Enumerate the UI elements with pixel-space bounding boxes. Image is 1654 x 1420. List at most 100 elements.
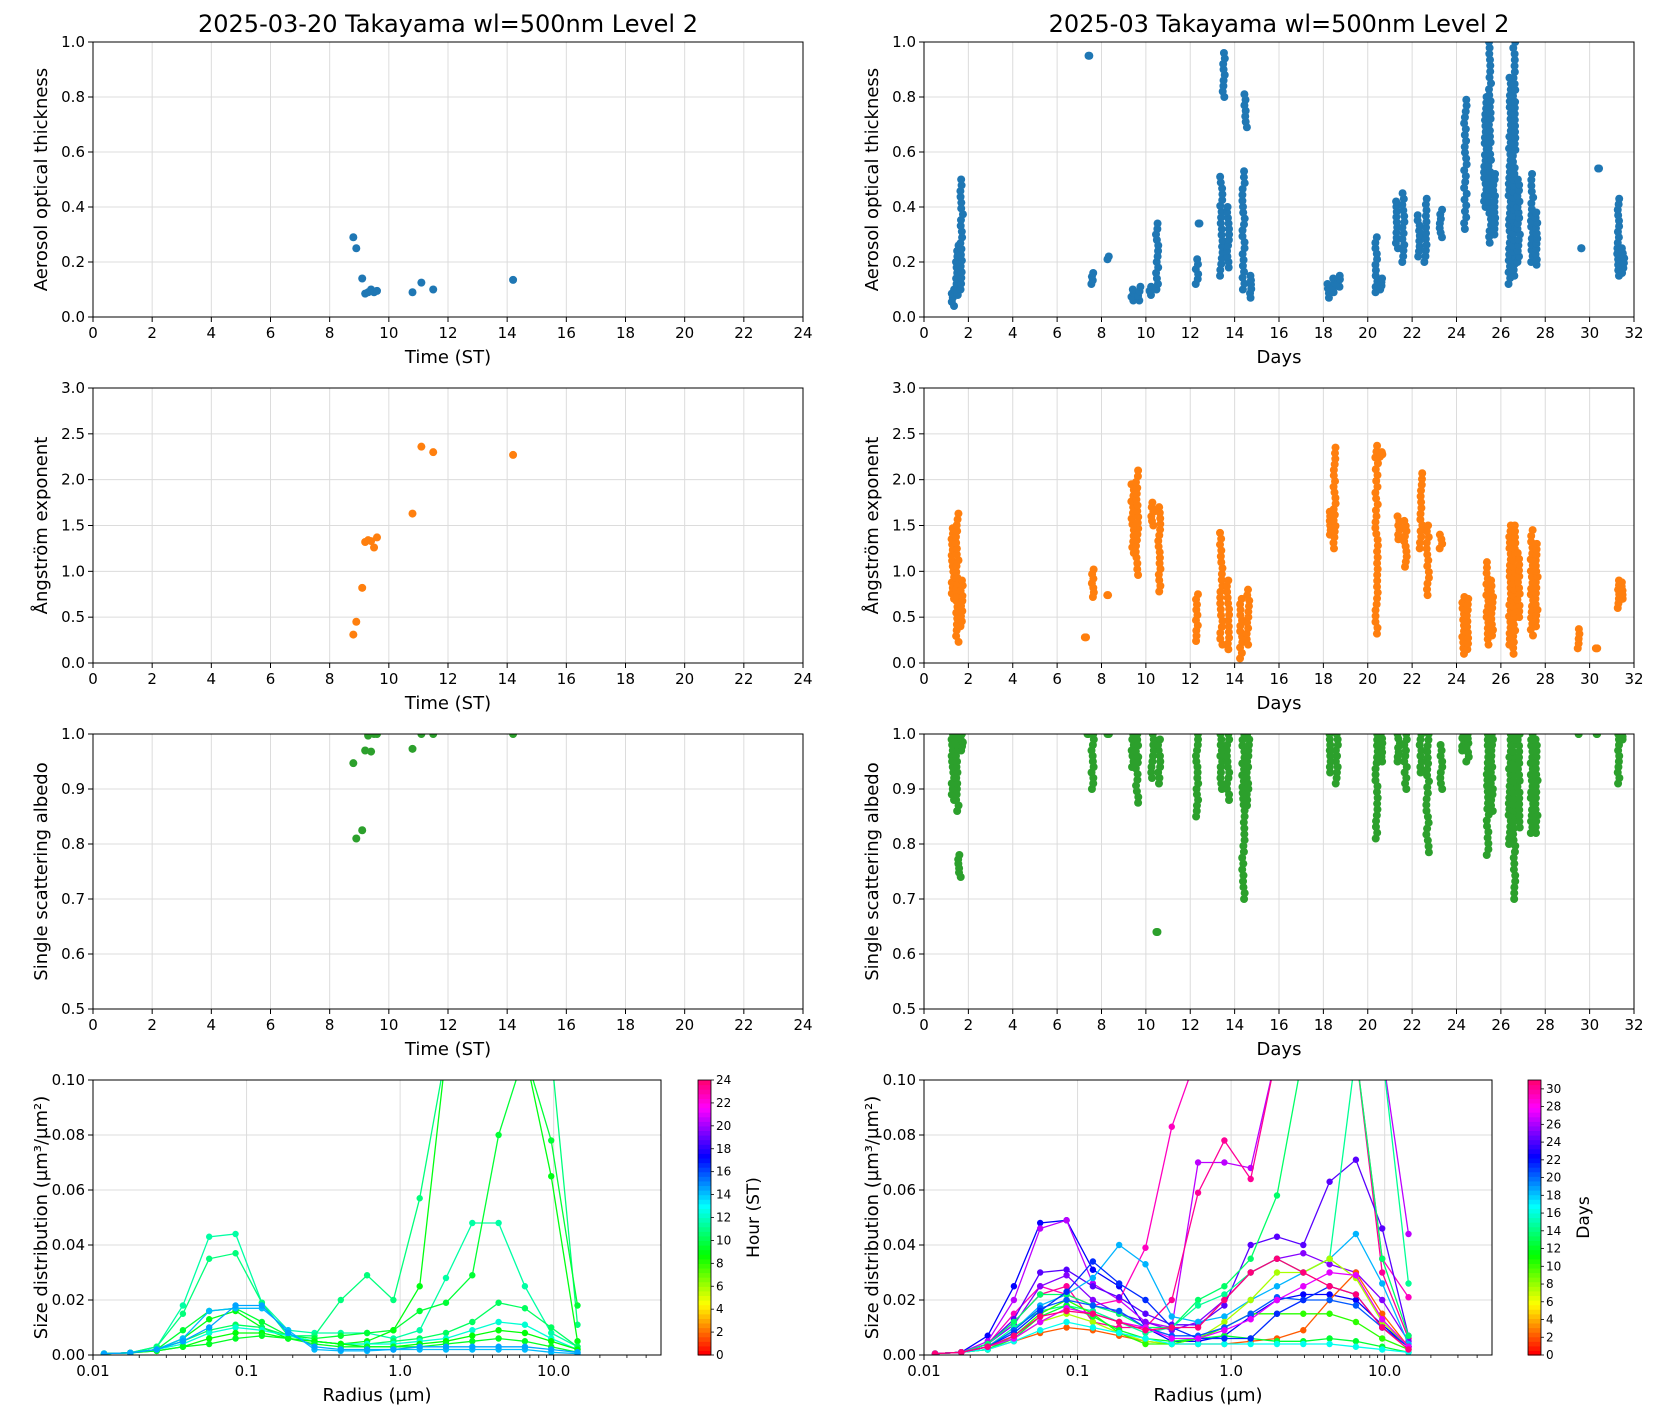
series-point — [1063, 1283, 1070, 1290]
series-point — [1036, 1219, 1044, 1227]
colorbar-segment — [698, 1194, 711, 1200]
series-point — [442, 1274, 450, 1282]
series-point — [205, 1340, 213, 1348]
series-point — [1194, 1335, 1202, 1342]
data-point — [1424, 848, 1433, 857]
x-tick-label: 10 — [379, 324, 398, 342]
series-point — [1010, 1296, 1018, 1304]
data-point — [1485, 73, 1494, 82]
series-point — [311, 1343, 318, 1350]
x-tick-label: 4 — [1008, 670, 1018, 688]
series-point — [1326, 1269, 1333, 1276]
series-point — [127, 1349, 134, 1355]
data-point — [373, 533, 381, 542]
data-point — [417, 278, 426, 287]
x-tick-label: 6 — [266, 670, 276, 688]
series-line — [934, 1080, 1410, 1355]
series-point — [284, 1335, 292, 1342]
data-point — [1421, 212, 1430, 220]
series-point — [1326, 1291, 1333, 1298]
y-tick-label: 0.6 — [892, 143, 916, 161]
colorbar-segment — [1528, 1235, 1541, 1242]
x-tick-label: 12 — [1181, 670, 1200, 688]
data-point — [957, 204, 966, 213]
data-point — [373, 734, 381, 738]
colorbar-segment — [698, 1322, 711, 1329]
series-point — [1300, 1296, 1307, 1304]
data-point — [1423, 585, 1432, 594]
colorbar-segment — [698, 1309, 711, 1315]
colorbar-label: Hour (ST) — [744, 1177, 764, 1258]
data-point — [957, 279, 966, 288]
data-point — [1515, 747, 1524, 756]
x-tick-label: 14 — [498, 324, 517, 342]
series-point — [574, 1349, 581, 1355]
data-point — [1504, 256, 1513, 265]
data-point — [1511, 127, 1520, 136]
data-point — [1490, 230, 1499, 239]
data-point — [1510, 859, 1519, 868]
series-point — [1353, 1049, 1359, 1055]
data-point — [1532, 539, 1541, 548]
series-point — [1379, 1346, 1386, 1353]
data-point — [367, 747, 376, 756]
data-point — [1510, 521, 1519, 530]
data-point — [1376, 734, 1385, 738]
series-point — [1379, 1269, 1386, 1276]
colorbar-segment — [1528, 1162, 1541, 1168]
colorbar-segment — [1528, 1240, 1541, 1246]
data-point — [1392, 197, 1401, 206]
y-tick-label: 1.0 — [61, 33, 85, 51]
colorbar-segment — [1528, 1332, 1541, 1338]
data-point — [1532, 788, 1541, 797]
x-axis-label: Days — [1257, 1039, 1302, 1060]
series-point — [232, 1324, 239, 1331]
data-point — [956, 250, 965, 259]
chart-title: 2025-03 Takayama wl=500nm Level 2 — [1049, 10, 1510, 38]
series-point — [363, 1346, 371, 1353]
series-point — [1300, 1291, 1307, 1298]
data-point — [1509, 836, 1518, 845]
data-point — [1532, 753, 1541, 762]
y-tick-label: 0.02 — [52, 1291, 85, 1309]
data-point — [1240, 836, 1249, 845]
data-point — [956, 221, 965, 230]
series-point — [495, 1049, 501, 1055]
data-point — [1423, 741, 1432, 750]
colorbar-segment — [698, 1199, 711, 1205]
data-point — [408, 288, 417, 297]
data-point — [952, 550, 961, 559]
x-tick-label: 0.1 — [235, 1362, 259, 1380]
series-point — [337, 1296, 344, 1304]
series-point — [1115, 1294, 1123, 1301]
series-point — [179, 1343, 187, 1350]
y-axis-label: Ångström exponent — [861, 437, 883, 615]
data-point — [1511, 42, 1520, 46]
chart-monthly_ang: 0 2 4 6 8 10 12 14 16 18 20 22 24 26 28 30 320.00.51.01.… — [861, 379, 1644, 714]
series-point — [469, 1338, 476, 1345]
y-tick-label: 1.0 — [61, 562, 85, 580]
data-point — [1148, 498, 1157, 507]
series-point — [179, 1327, 187, 1334]
axes-frame — [923, 1079, 1493, 1356]
y-tick-label: 0.08 — [52, 1126, 85, 1144]
data-point — [1510, 895, 1519, 903]
data-point — [1128, 285, 1137, 294]
y-tick-label: 0.0 — [892, 654, 916, 672]
x-axis-label: Time (ST) — [404, 347, 491, 368]
data-point — [1371, 617, 1380, 626]
x-tick-label: 24 — [793, 1016, 812, 1034]
x-tick-label: 22 — [1403, 1016, 1422, 1034]
series-point — [416, 1195, 423, 1202]
data-point — [1238, 741, 1247, 750]
series-point — [1063, 1272, 1070, 1279]
data-point — [1373, 793, 1382, 802]
data-point — [1423, 789, 1432, 798]
series-point — [1379, 1255, 1386, 1262]
data-point — [1155, 553, 1164, 562]
data-point — [1485, 55, 1494, 64]
colorbar-tick-label: 22 — [1546, 1153, 1561, 1167]
series-point — [1353, 1049, 1359, 1055]
colorbar-segment — [698, 1080, 711, 1086]
